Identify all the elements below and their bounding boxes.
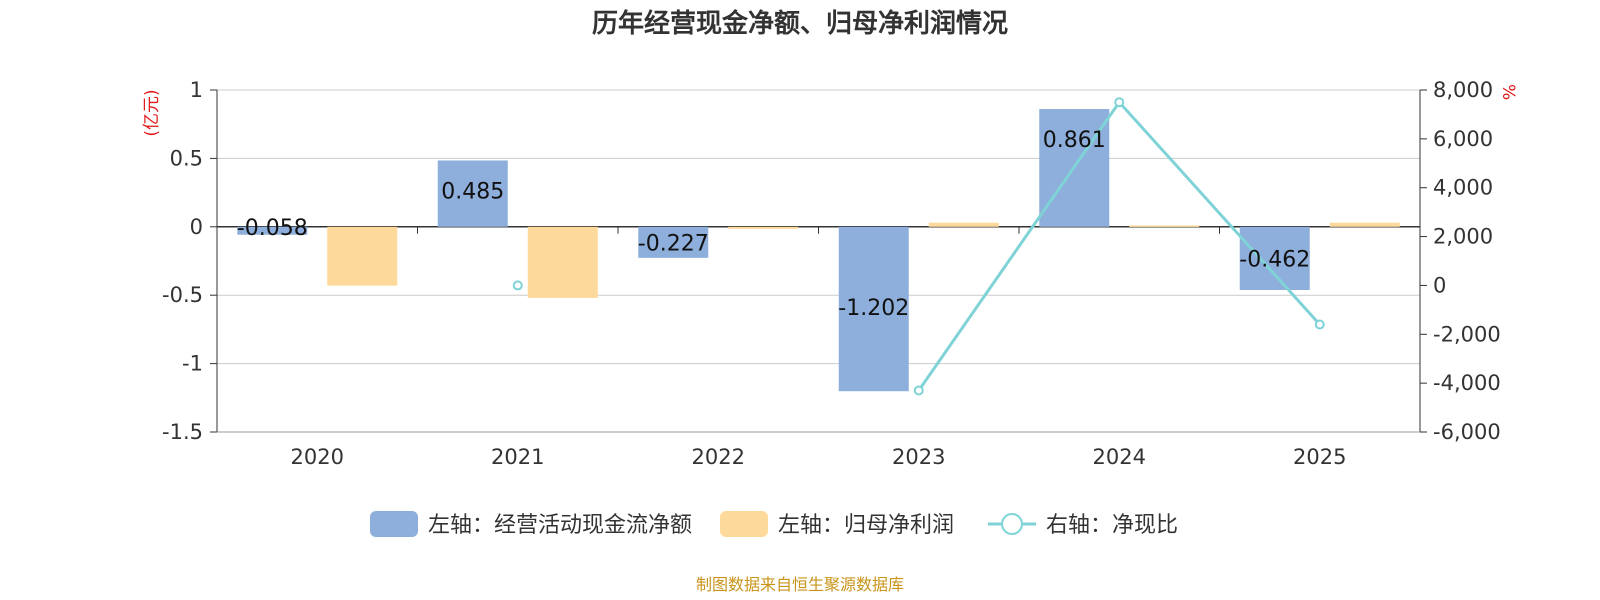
bar-value-label: 0.861: [1043, 128, 1106, 153]
bar-net-profit: [1329, 222, 1400, 227]
bar-cash-flow: [437, 160, 508, 227]
line-point: [913, 385, 924, 396]
bar-net-profit: [728, 226, 799, 229]
left-axis-tick-label: 1: [190, 78, 203, 102]
line-segment: [1118, 101, 1321, 326]
right-axis-tick-label: -6,000: [1433, 420, 1501, 444]
bar-net-profit: [327, 226, 398, 286]
line-point: [512, 280, 523, 291]
right-axis-tick-label: -2,000: [1433, 322, 1501, 346]
line-series: [512, 97, 1325, 396]
bar-net-profit: [527, 226, 598, 298]
bar-value-label: -0.227: [638, 231, 709, 256]
right-axis-unit: %: [1498, 84, 1518, 100]
right-axis-tick-label: 6,000: [1433, 127, 1493, 151]
line-segment: [917, 101, 1121, 392]
chart-title: 历年经营现金净额、归母净利润情况: [592, 8, 1008, 39]
data-labels: -0.058 0.485 -0.227 -1.202 0.861 -0.462: [237, 128, 1310, 321]
right-axis-tick-label: -4,000: [1433, 371, 1501, 395]
right-axis-tick-label: 0: [1433, 273, 1446, 297]
x-axis-tick-label: 2025: [1293, 445, 1346, 469]
bar-value-label: -0.058: [237, 216, 308, 241]
bar-value-label: -0.462: [1239, 247, 1310, 272]
legend: 左轴：经营活动现金流净额 左轴：归母净利润 右轴：净现比: [370, 511, 1178, 538]
legend-label: 左轴：经营活动现金流净额: [428, 513, 692, 538]
line-point: [1314, 319, 1325, 330]
left-axis-tick-label: 0.5: [170, 146, 203, 170]
x-axis-tick-label: 2024: [1093, 445, 1146, 469]
line-point: [1114, 97, 1125, 108]
left-axis-tick-label: -0.5: [162, 283, 203, 307]
right-axis-tick-label: 4,000: [1433, 176, 1493, 200]
left-axis-tick-label: -1.5: [162, 420, 203, 444]
legend-label: 左轴：归母净利润: [778, 513, 954, 538]
bar-series: [237, 109, 1400, 392]
bar-net-profit: [928, 222, 999, 227]
bar-net-profit: [1129, 225, 1200, 227]
x-axis-tick-label: 2022: [692, 445, 745, 469]
right-axis-tick-label: 2,000: [1433, 225, 1493, 249]
bar-cash-flow: [237, 226, 308, 235]
legend-label: 右轴：净现比: [1046, 513, 1178, 538]
left-axis-unit: (亿元): [142, 89, 162, 136]
x-axis-tick-label: 2021: [491, 445, 544, 469]
bar-cash-flow: [1239, 226, 1310, 291]
legend-swatch: [720, 511, 768, 537]
bar-value-label: -1.202: [838, 296, 909, 321]
source-note: 制图数据来自恒生聚源数据库: [696, 575, 904, 594]
x-axis-tick-label: 2020: [291, 445, 344, 469]
left-axis-tick-label: -1: [182, 352, 203, 376]
legend-marker: [1001, 513, 1023, 535]
axes: 1 0.5 0 -0.5 -1 -1.5 8,000 6,000 4,000 2,000 0 -2,0…: [162, 78, 1501, 469]
bar-value-label: 0.485: [441, 179, 504, 204]
bar-cash-flow: [838, 226, 909, 392]
right-axis-tick-label: 8,000: [1433, 78, 1493, 102]
legend-swatch: [370, 511, 418, 537]
x-axis-tick-label: 2023: [892, 445, 945, 469]
bar-cash-flow: [638, 226, 709, 258]
left-axis-tick-label: 0: [190, 215, 203, 239]
